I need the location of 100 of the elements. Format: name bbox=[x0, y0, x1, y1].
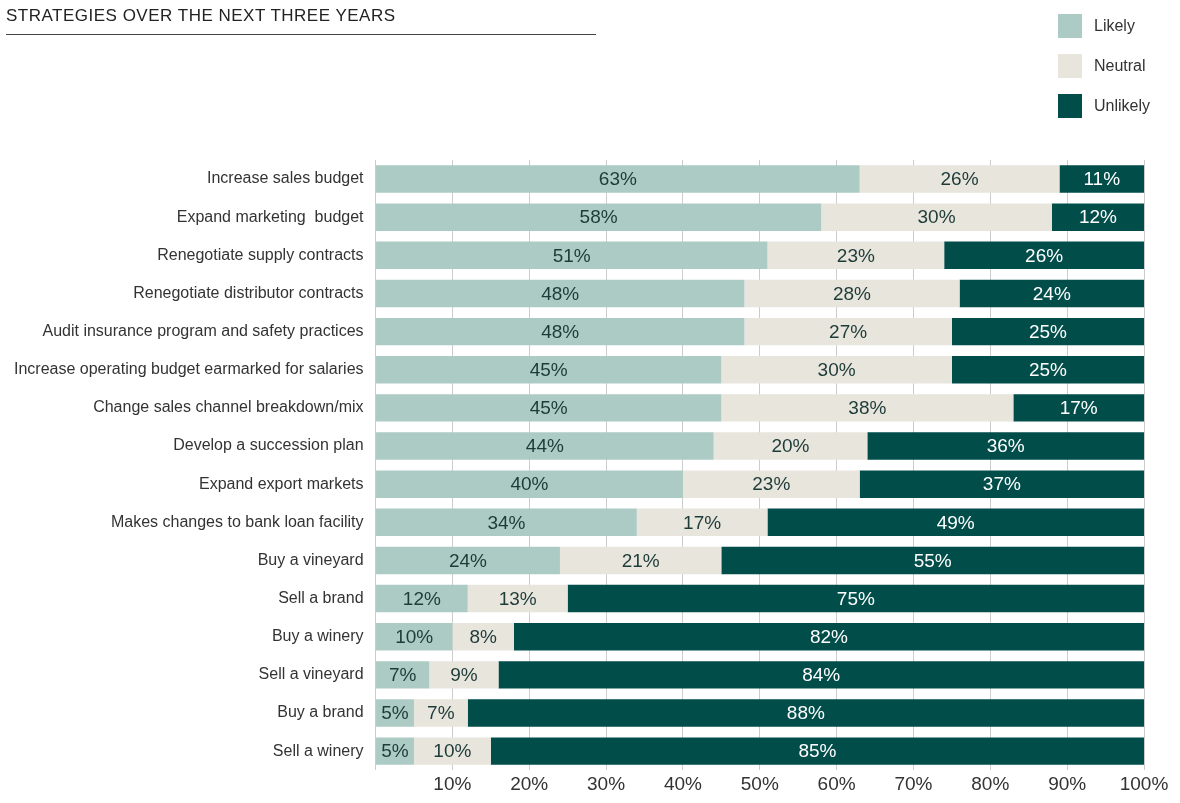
bar bbox=[513, 622, 1144, 651]
y-tick-label: Renegotiate supply contracts bbox=[157, 245, 364, 263]
data-label: 49% bbox=[936, 511, 975, 533]
y-tick-label: Develop a succession plan bbox=[173, 436, 364, 454]
y-tick-label: Sell a brand bbox=[278, 588, 364, 606]
x-tick-label: 50% bbox=[740, 772, 779, 794]
bar bbox=[376, 470, 683, 498]
bar bbox=[682, 470, 860, 498]
data-label: 12% bbox=[402, 587, 442, 609]
bar bbox=[498, 661, 1144, 689]
data-label: 8% bbox=[469, 625, 497, 647]
text: STRATEGIES OVER THE NEXT THREE YEARS bbox=[6, 6, 596, 35]
data-label: 24% bbox=[448, 549, 488, 571]
bar bbox=[721, 394, 1014, 422]
y-tick-label: Makes changes to bank loan facility bbox=[110, 512, 364, 530]
bar bbox=[721, 356, 952, 384]
y-tick-label: Audit insurance program and safety practices bbox=[42, 322, 364, 340]
bar bbox=[376, 394, 722, 422]
data-label: 36% bbox=[986, 435, 1025, 457]
data-label: 75% bbox=[836, 587, 875, 609]
x-tick-label: 20% bbox=[510, 772, 549, 794]
x-tick-label: 100% bbox=[1119, 772, 1169, 794]
data-label: 88% bbox=[786, 702, 825, 724]
bar bbox=[821, 203, 1052, 231]
x-tick-label: 30% bbox=[587, 772, 626, 794]
bar bbox=[1059, 165, 1144, 193]
x-tick-label: 90% bbox=[1048, 772, 1087, 794]
legend-label: Neutral bbox=[1093, 57, 1146, 75]
bar bbox=[376, 279, 745, 308]
data-label: 5% bbox=[381, 702, 409, 724]
y-tick-label: Sell a winery bbox=[272, 741, 364, 759]
data-label: 17% bbox=[683, 511, 722, 533]
data-label: 26% bbox=[1025, 244, 1064, 266]
data-label: 85% bbox=[798, 740, 837, 762]
bar bbox=[767, 508, 1144, 537]
bar bbox=[429, 661, 499, 689]
bar bbox=[951, 356, 1144, 384]
x-tick-label: 80% bbox=[971, 772, 1010, 794]
data-label: 11% bbox=[1083, 168, 1121, 190]
data-label: 17% bbox=[1059, 397, 1098, 419]
data-label: 51% bbox=[552, 244, 591, 266]
data-label: 10% bbox=[395, 625, 434, 647]
data-label: 38% bbox=[848, 397, 887, 419]
y-tick-label: Change sales channel breakdown/mix bbox=[93, 398, 364, 416]
legend-label: Unlikely bbox=[1093, 97, 1150, 115]
legend-label: Likely bbox=[1093, 17, 1135, 35]
bar bbox=[744, 279, 960, 308]
data-label: 24% bbox=[1032, 282, 1071, 304]
data-label: 44% bbox=[525, 435, 564, 457]
bar bbox=[413, 737, 491, 765]
bar bbox=[744, 317, 952, 346]
x-tick-label: 10% bbox=[433, 772, 472, 794]
bar bbox=[951, 317, 1144, 346]
bar bbox=[859, 165, 1060, 193]
bar bbox=[376, 546, 560, 575]
data-label: 25% bbox=[1028, 358, 1068, 380]
y-tick-label: Buy a vineyard bbox=[257, 550, 364, 568]
bar bbox=[1013, 394, 1144, 422]
data-label: 20% bbox=[771, 435, 810, 457]
bar bbox=[376, 317, 745, 346]
bar bbox=[376, 356, 722, 384]
data-label: 23% bbox=[752, 473, 791, 495]
bar bbox=[376, 241, 768, 270]
data-label: 5% bbox=[381, 740, 409, 762]
bar bbox=[636, 508, 768, 537]
data-label: 13% bbox=[498, 587, 537, 609]
bar bbox=[490, 737, 1144, 765]
bar bbox=[567, 584, 1144, 613]
x-tick-label: 60% bbox=[817, 772, 856, 794]
bar bbox=[376, 661, 430, 689]
data-label: 23% bbox=[836, 244, 875, 266]
bar bbox=[467, 699, 1144, 727]
data-label: 9% bbox=[450, 664, 478, 686]
data-label: 26% bbox=[940, 168, 979, 190]
data-label: 12% bbox=[1078, 206, 1118, 228]
y-tick-label: Renegotiate distributor contracts bbox=[133, 283, 364, 301]
bar bbox=[376, 432, 714, 460]
data-label: 7% bbox=[388, 664, 417, 686]
x-tick-label: 70% bbox=[894, 772, 933, 794]
data-label: 48% bbox=[541, 282, 580, 304]
y-tick-label: Expand export markets bbox=[199, 474, 364, 492]
bar bbox=[721, 546, 1144, 575]
data-label: 28% bbox=[832, 282, 872, 304]
bar bbox=[767, 241, 945, 270]
data-label: 27% bbox=[829, 320, 868, 342]
data-label: 82% bbox=[809, 625, 849, 647]
bar bbox=[1051, 203, 1144, 231]
bar bbox=[376, 203, 822, 231]
data-label: 7% bbox=[427, 702, 455, 724]
y-tick-label: Buy a winery bbox=[271, 627, 364, 645]
bar bbox=[944, 241, 1144, 270]
bar bbox=[867, 432, 1144, 460]
data-label: 84% bbox=[802, 664, 841, 686]
data-label: 45% bbox=[529, 358, 568, 380]
data-label: 34% bbox=[487, 511, 526, 533]
x-tick-label: 40% bbox=[663, 772, 703, 794]
y-tick-label: Buy a brand bbox=[277, 703, 364, 721]
bar bbox=[859, 470, 1144, 498]
data-label: 48% bbox=[541, 320, 580, 342]
data-label: 30% bbox=[817, 358, 856, 380]
